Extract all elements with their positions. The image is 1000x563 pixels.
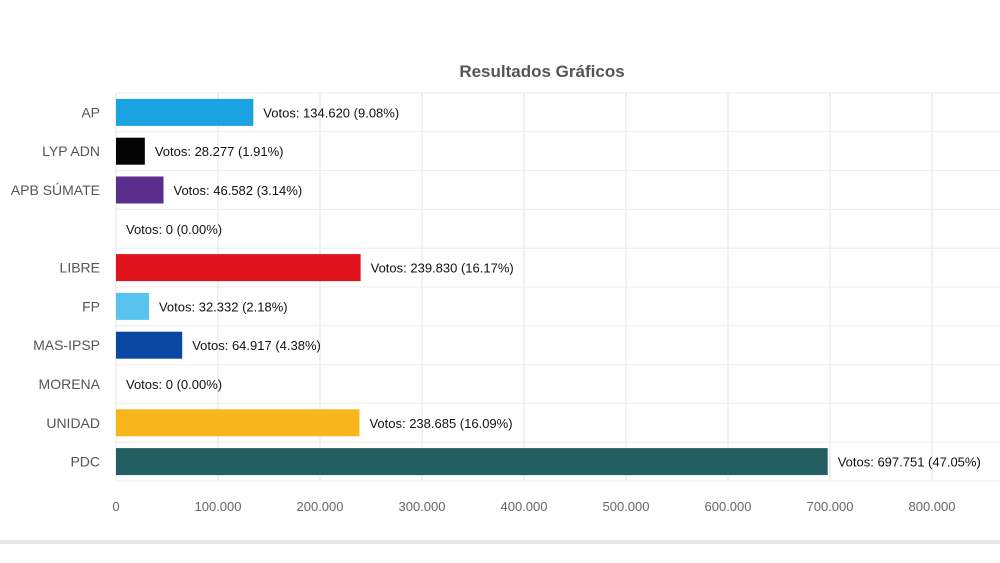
- data-label: Votos: 32.332 (2.18%): [159, 299, 288, 314]
- data-label: Votos: 134.620 (9.08%): [263, 105, 399, 120]
- data-label: Votos: 46.582 (3.14%): [174, 183, 303, 198]
- x-tick-label: 800.000: [909, 499, 956, 514]
- bar: [116, 409, 360, 437]
- data-label: Votos: 0 (0.00%): [126, 377, 222, 392]
- category-label: FP: [82, 298, 100, 314]
- category-label: PDC: [70, 454, 100, 470]
- x-tick-label: 200.000: [297, 499, 344, 514]
- category-label: MORENA: [39, 376, 101, 392]
- bar: [116, 176, 164, 204]
- x-tick-label: 0: [112, 499, 119, 514]
- bar: [116, 292, 149, 320]
- data-label: Votos: 28.277 (1.91%): [155, 144, 284, 159]
- x-tick-label: 300.000: [399, 499, 446, 514]
- bar: [116, 98, 254, 126]
- bars: [116, 98, 828, 476]
- category-label: AP: [81, 104, 100, 120]
- data-label: Votos: 238.685 (16.09%): [369, 416, 512, 431]
- data-label: Votos: 64.917 (4.38%): [192, 338, 321, 353]
- x-tick-label: 700.000: [807, 499, 854, 514]
- bar: [116, 137, 145, 165]
- data-label: Votos: 0 (0.00%): [126, 222, 222, 237]
- category-label: MAS-IPSP: [33, 337, 100, 353]
- chart-title: Resultados Gráficos: [459, 62, 624, 81]
- data-label: Votos: 239.830 (16.17%): [371, 261, 514, 276]
- bar: [116, 448, 828, 476]
- category-label: UNIDAD: [46, 415, 100, 431]
- bar: [116, 331, 183, 359]
- data-label: Votos: 697.751 (47.05%): [838, 455, 981, 470]
- x-tick-label: 400.000: [501, 499, 548, 514]
- x-tick-label: 100.000: [195, 499, 242, 514]
- data-labels: Votos: 134.620 (9.08%) Votos: 28.277 (1.9…: [126, 105, 981, 469]
- category-label: LIBRE: [60, 260, 100, 276]
- category-label: LYP ADN: [42, 143, 100, 159]
- x-axis-tick-labels: 0 100.000 200.000 300.000 400.000 500.000 600.…: [112, 499, 955, 514]
- x-tick-label: 600.000: [705, 499, 752, 514]
- footer-divider: [0, 540, 1000, 544]
- x-tick-label: 500.000: [603, 499, 650, 514]
- category-label: APB SÚMATE: [11, 182, 100, 198]
- category-labels: AP LYP ADN APB SÚMATE LIBRE FP MAS-IPSP MORENA…: [11, 104, 101, 469]
- grid-lines: [115, 92, 1000, 482]
- bar: [116, 254, 361, 282]
